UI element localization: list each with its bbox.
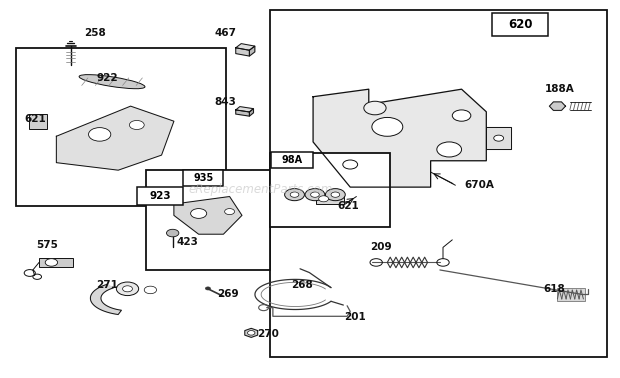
Circle shape <box>290 192 299 197</box>
Polygon shape <box>236 43 255 50</box>
Text: 923: 923 <box>149 191 170 201</box>
Circle shape <box>437 142 461 157</box>
Polygon shape <box>174 197 242 234</box>
Polygon shape <box>486 127 511 149</box>
Text: 621: 621 <box>338 201 360 211</box>
Bar <box>557 288 585 301</box>
Circle shape <box>494 135 503 141</box>
Circle shape <box>311 192 319 197</box>
Bar <box>146 170 270 270</box>
Text: 268: 268 <box>291 280 313 290</box>
Circle shape <box>319 196 329 202</box>
Circle shape <box>123 286 133 292</box>
Polygon shape <box>91 284 122 314</box>
Text: 467: 467 <box>214 28 236 39</box>
Text: 271: 271 <box>97 280 118 290</box>
Circle shape <box>364 101 386 115</box>
Text: 269: 269 <box>217 290 239 299</box>
Polygon shape <box>236 48 249 56</box>
Circle shape <box>326 189 345 201</box>
Circle shape <box>372 118 403 136</box>
Circle shape <box>224 209 234 215</box>
Circle shape <box>167 229 179 237</box>
Bar <box>16 48 226 206</box>
Text: 98A: 98A <box>281 155 303 166</box>
Ellipse shape <box>79 74 145 89</box>
Circle shape <box>130 121 144 130</box>
Circle shape <box>89 128 111 141</box>
Polygon shape <box>549 102 565 110</box>
Bar <box>137 187 183 205</box>
Circle shape <box>190 209 206 218</box>
Text: eReplacementParts.com: eReplacementParts.com <box>188 183 333 195</box>
Bar <box>271 152 313 168</box>
Polygon shape <box>249 108 254 116</box>
Polygon shape <box>236 110 249 116</box>
Polygon shape <box>313 89 486 187</box>
Circle shape <box>285 189 304 201</box>
Bar <box>29 114 47 129</box>
Text: 575: 575 <box>36 240 58 251</box>
Circle shape <box>205 287 210 290</box>
Text: 423: 423 <box>177 237 199 247</box>
Polygon shape <box>245 328 258 338</box>
Text: 209: 209 <box>371 242 392 253</box>
Text: 188A: 188A <box>545 84 575 94</box>
Text: 270: 270 <box>257 329 279 339</box>
Bar <box>270 10 607 356</box>
Text: 843: 843 <box>214 98 236 107</box>
Bar <box>492 13 548 36</box>
Circle shape <box>452 110 471 121</box>
Circle shape <box>331 192 340 197</box>
Bar <box>183 170 223 186</box>
Circle shape <box>343 160 358 169</box>
Circle shape <box>305 189 325 201</box>
Bar <box>316 194 344 204</box>
Polygon shape <box>56 106 174 170</box>
Text: 670A: 670A <box>464 180 495 190</box>
Text: 258: 258 <box>84 28 106 38</box>
Bar <box>39 258 73 267</box>
Text: 620: 620 <box>508 18 533 31</box>
Text: 201: 201 <box>344 312 366 322</box>
Circle shape <box>144 286 157 294</box>
Polygon shape <box>249 46 255 56</box>
Circle shape <box>247 331 255 335</box>
Text: 621: 621 <box>24 114 46 124</box>
Text: 618: 618 <box>543 284 565 294</box>
Circle shape <box>117 282 139 296</box>
Text: 922: 922 <box>97 73 118 83</box>
Circle shape <box>45 259 58 266</box>
Polygon shape <box>236 107 254 112</box>
Text: 935: 935 <box>193 173 213 183</box>
Bar <box>270 153 391 227</box>
